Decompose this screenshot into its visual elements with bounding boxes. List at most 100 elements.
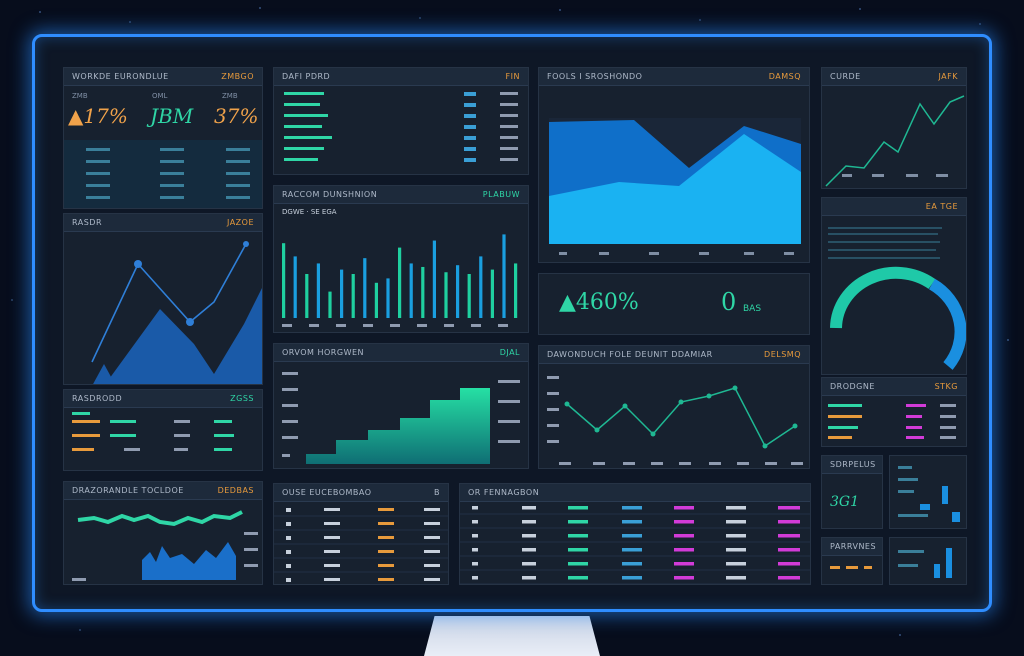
bar: [340, 269, 344, 318]
panel-tag: JAZOE: [226, 218, 254, 227]
status-panel: DRODGNE STKG: [821, 377, 967, 447]
table-cell: [522, 548, 536, 552]
table-cell: [472, 506, 478, 510]
wave-line-chart: [547, 376, 803, 465]
table-cell: [568, 506, 588, 510]
table-cell: [622, 548, 642, 552]
panel-title: CURDE: [830, 72, 861, 81]
kpi-value-2: JBM: [150, 104, 194, 128]
bar: [351, 274, 355, 318]
table-cell: [622, 506, 642, 510]
panel-title: DRAZORANDLE TOCLDOE: [72, 486, 184, 495]
table-cell: [778, 576, 800, 580]
table-cell: [726, 576, 746, 580]
kpi-label-3: ZMB: [222, 92, 238, 100]
panel-tag: PLABUW: [482, 190, 520, 199]
panel-title: DAFI PDRD: [282, 72, 331, 81]
table-cell: [674, 506, 694, 510]
panel-title: RASDRODD: [72, 394, 123, 403]
gauge-panel: EA TGE: [821, 197, 967, 375]
panel-title: WORKDE EURONDLUE: [72, 72, 169, 81]
bar: [456, 265, 460, 318]
table-cell: [726, 506, 746, 510]
panel-tag: DAMSQ: [768, 72, 801, 81]
table-cell: [472, 548, 478, 552]
table-cell: [568, 520, 588, 524]
small-b-bars: [898, 548, 952, 578]
table-a-cells: [274, 508, 448, 582]
kpi-value-3: 37%: [214, 104, 259, 128]
table-cell: [778, 520, 800, 524]
bar: [282, 243, 286, 318]
step-chart: [282, 372, 520, 464]
area-chart-panel: FOOLS I SROSHONDO DAMSQ: [538, 67, 810, 263]
table-cell: [674, 576, 694, 580]
table-cell: [726, 520, 746, 524]
panel-title: FOOLS I SROSHONDO: [547, 72, 643, 81]
table-cell: [778, 562, 800, 566]
bar-tick: [417, 324, 427, 327]
panel-title: DAWONDUCH FOLE DEUNIT DDAMIAR: [547, 350, 713, 359]
bar: [409, 263, 413, 318]
panel-title: SDRPELUS: [830, 460, 876, 469]
kpi-label-2: OML: [152, 92, 168, 100]
table-cell: [622, 576, 642, 580]
table-cell: [472, 576, 478, 580]
legend-rows: [72, 412, 234, 451]
bar-chart-panel: RACCOM DUNSHNION PLABUW DGWE · SE EGA: [273, 185, 529, 333]
table-cell: [674, 548, 694, 552]
area-chart: [549, 118, 801, 255]
small-chart-a: [889, 455, 967, 529]
panel-tag: DEDBAS: [217, 486, 254, 495]
table-cell: [778, 506, 800, 510]
table-cell: [472, 520, 478, 524]
table-cell: [778, 534, 800, 538]
bar: [444, 272, 448, 318]
table-cell: [472, 562, 478, 566]
table-cell: [622, 562, 642, 566]
panel-title: OUSE EUCEBOMBAO: [282, 488, 372, 497]
table-cell: [674, 562, 694, 566]
bar: [374, 282, 378, 318]
bar: [293, 256, 297, 318]
fin-list-panel: DAFI PDRD FIN: [273, 67, 529, 175]
panel-tag: EA TGE: [925, 202, 958, 211]
panel-tag: DELSMQ: [764, 350, 801, 359]
bars: [282, 234, 518, 327]
panel-tag: B: [434, 488, 440, 497]
table-cell: [674, 520, 694, 524]
table-cell: [726, 534, 746, 538]
kpi-label-1: ZMB: [72, 92, 88, 100]
bar: [328, 291, 332, 318]
wave-line-panel: DAWONDUCH FOLE DEUNIT DDAMIAR DELSMQ: [538, 345, 810, 469]
bar: [421, 266, 425, 318]
table-cell: [472, 534, 478, 538]
panel-tag: FIN: [505, 72, 520, 81]
panel-title: RACCOM DUNSHNION: [282, 190, 378, 199]
bar-tick: [444, 324, 454, 327]
table-cell: [568, 534, 588, 538]
panel-title: OR FENNAGBON: [468, 488, 540, 497]
bar: [316, 263, 320, 318]
fin-list-rows: [284, 92, 518, 162]
kpi-value-1: ▲17%: [68, 104, 128, 128]
mini-line-panel: CURDE JAFK: [821, 67, 967, 189]
table-cell: [726, 548, 746, 552]
big-kpi-panel: ▲460% 0 BAS: [538, 273, 810, 335]
bar-tick: [282, 324, 292, 327]
panel-tag: DJAL: [499, 348, 520, 357]
bar-tick: [336, 324, 346, 327]
panel-title: PARRVNES: [830, 542, 877, 551]
big-kpi-sub: BAS: [743, 304, 762, 314]
mini-line-chart: [825, 95, 965, 187]
panel-title: DRODGNE: [830, 382, 875, 391]
bar-tick: [471, 324, 481, 327]
bar-tick: [390, 324, 400, 327]
table-cell: [522, 520, 536, 524]
small-chart-b: [889, 537, 967, 585]
table-cell: [568, 576, 588, 580]
line-chart-panel: RASDR JAZOE: [63, 213, 263, 385]
table-cell: [568, 562, 588, 566]
monitor-stand: [424, 616, 600, 656]
kpi-panel: WORKDE EURONDLUE ZMBGO ZMB OML ZMB ▲17% J…: [63, 67, 263, 209]
